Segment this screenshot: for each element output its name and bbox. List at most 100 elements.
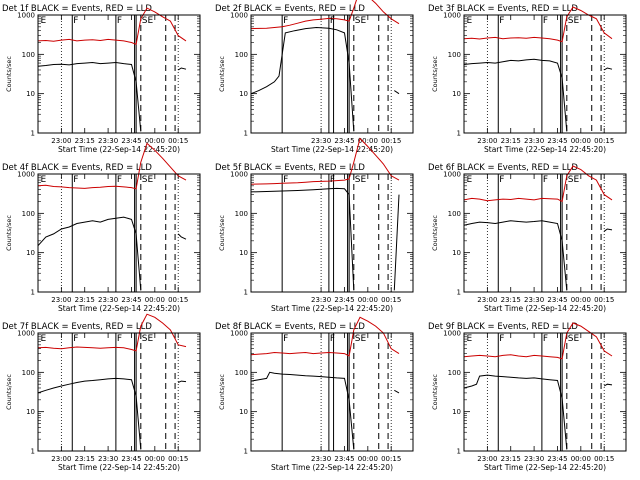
annotation-label: F [330, 175, 335, 185]
x-tick-label: 00:15 [168, 455, 188, 463]
x-tick-label: 23:30 [98, 455, 118, 463]
y-tick-label: 100 [448, 210, 461, 218]
x-tick-label: 00:00 [145, 137, 165, 145]
x-tick-label: 23:00 [51, 296, 71, 304]
lld-series-line [250, 0, 400, 30]
panel-8: Det 8f BLACK = Events, RED = LLD Counts/s… [215, 316, 414, 472]
panel-5: Det 5f BLACK = Events, RED = LLD Counts/s… [215, 137, 414, 313]
y-tick-label: 100 [448, 51, 461, 59]
lld-series-line [250, 137, 400, 185]
y-tick-label: 10 [26, 90, 35, 98]
x-axis-label: Start Time (22-Sep-14 22:45:20) [58, 304, 180, 313]
y-tick-label: 1000 [230, 171, 248, 179]
x-axis-label: Start Time (22-Sep-14 22:45:20) [271, 463, 393, 472]
y-tick-label: 1000 [443, 330, 461, 338]
lld-series-line [250, 316, 400, 357]
y-tick-label: 1000 [230, 12, 248, 20]
panel-title: Det 2f BLACK = Events, RED = LLD [215, 4, 365, 14]
y-tick-label: 1000 [443, 171, 461, 179]
y-axis-label: Counts/sec [218, 56, 226, 92]
events-series-line [463, 374, 613, 450]
plot-frame [37, 173, 201, 293]
y-tick-label: 10 [452, 408, 461, 416]
events-series-line [463, 58, 613, 132]
panel-4: Det 4f BLACK = Events, RED = LLD Counts/s… [2, 142, 201, 313]
panel-title: Det 3f BLACK = Events, RED = LLD [428, 4, 578, 14]
y-tick-label: 10 [452, 249, 461, 257]
panel-title: Det 9f BLACK = Events, RED = LLD [428, 322, 578, 332]
x-axis-label: Start Time (22-Sep-14 22:45:20) [484, 463, 606, 472]
annotation-label: E [467, 334, 473, 344]
x-axis-label: Start Time (22-Sep-14 22:45:20) [271, 145, 393, 154]
x-tick-label: 23:00 [477, 137, 497, 145]
x-tick-label: 23:00 [51, 455, 71, 463]
y-tick-label: 1 [31, 448, 35, 456]
x-axis-label: Start Time (22-Sep-14 22:45:20) [484, 304, 606, 313]
y-axis-label: Counts/sec [431, 374, 439, 410]
x-tick-label: 23:30 [311, 296, 331, 304]
annotation-label: SE [568, 334, 580, 344]
plot-frame [463, 173, 627, 293]
annotation-label: F [330, 16, 335, 26]
y-tick-label: 1 [457, 448, 461, 456]
x-tick-label: 00:00 [358, 296, 378, 304]
panel-1: Det 1f BLACK = Events, RED = LLD Counts/s… [2, 4, 201, 154]
x-tick-label: 23:15 [75, 455, 95, 463]
x-tick-label: 00:00 [358, 137, 378, 145]
y-tick-label: 10 [239, 408, 248, 416]
x-tick-label: 00:00 [145, 455, 165, 463]
y-tick-label: 1 [31, 130, 35, 138]
x-tick-label: 00:15 [168, 296, 188, 304]
x-tick-label: 00:15 [381, 296, 401, 304]
x-tick-label: 23:30 [524, 137, 544, 145]
panel-2: Det 2f BLACK = Events, RED = LLD Counts/s… [215, 0, 414, 154]
annotation-label: F [283, 16, 288, 26]
x-tick-label: 23:15 [75, 137, 95, 145]
annotation-label: F [499, 175, 504, 185]
annotation-label: F [330, 334, 335, 344]
y-tick-label: 1000 [17, 171, 35, 179]
plot-frame [37, 332, 201, 452]
panel-9: Det 9f BLACK = Events, RED = LLD Counts/s… [428, 322, 627, 472]
events-series-line [250, 187, 400, 291]
y-tick-label: 10 [452, 90, 461, 98]
annotation-label: F [499, 334, 504, 344]
x-tick-label: 23:00 [477, 296, 497, 304]
y-tick-label: 10 [239, 249, 248, 257]
annotation-label: SE [355, 175, 367, 185]
x-tick-label: 00:15 [381, 137, 401, 145]
plot-frame [463, 14, 627, 134]
y-tick-label: 1000 [17, 330, 35, 338]
annotation-label: F [543, 175, 548, 185]
annotation-label: F [543, 16, 548, 26]
plot-frame [250, 332, 414, 452]
panel-7: Det 7f BLACK = Events, RED = LLD Counts/s… [2, 313, 201, 472]
y-tick-label: 1 [457, 130, 461, 138]
annotation-label: E [41, 175, 47, 185]
x-axis-label: Start Time (22-Sep-14 22:45:20) [58, 463, 180, 472]
y-tick-label: 1 [244, 289, 248, 297]
annotation-label: E [467, 175, 473, 185]
y-tick-label: 10 [26, 249, 35, 257]
events-series-line [250, 26, 400, 132]
x-tick-label: 00:00 [571, 296, 591, 304]
x-tick-label: 23:45 [547, 296, 567, 304]
annotation-label: F [283, 334, 288, 344]
panel-title: Det 6f BLACK = Events, RED = LLD [428, 163, 578, 173]
y-tick-label: 10 [26, 408, 35, 416]
y-tick-label: 1000 [230, 330, 248, 338]
panel-3: Det 3f BLACK = Events, RED = LLD Counts/s… [428, 4, 627, 154]
panel-title: Det 5f BLACK = Events, RED = LLD [215, 163, 365, 173]
x-axis-label: Start Time (22-Sep-14 22:45:20) [484, 145, 606, 154]
y-axis-label: Counts/sec [5, 56, 13, 92]
x-tick-label: 00:00 [571, 137, 591, 145]
y-tick-label: 1 [244, 448, 248, 456]
x-tick-label: 00:00 [358, 455, 378, 463]
x-tick-label: 23:45 [121, 137, 141, 145]
y-tick-label: 1 [244, 130, 248, 138]
y-tick-label: 1000 [17, 12, 35, 20]
panel-title: Det 1f BLACK = Events, RED = LLD [2, 4, 152, 14]
lld-series-line [463, 6, 613, 43]
events-series-line [37, 216, 187, 291]
